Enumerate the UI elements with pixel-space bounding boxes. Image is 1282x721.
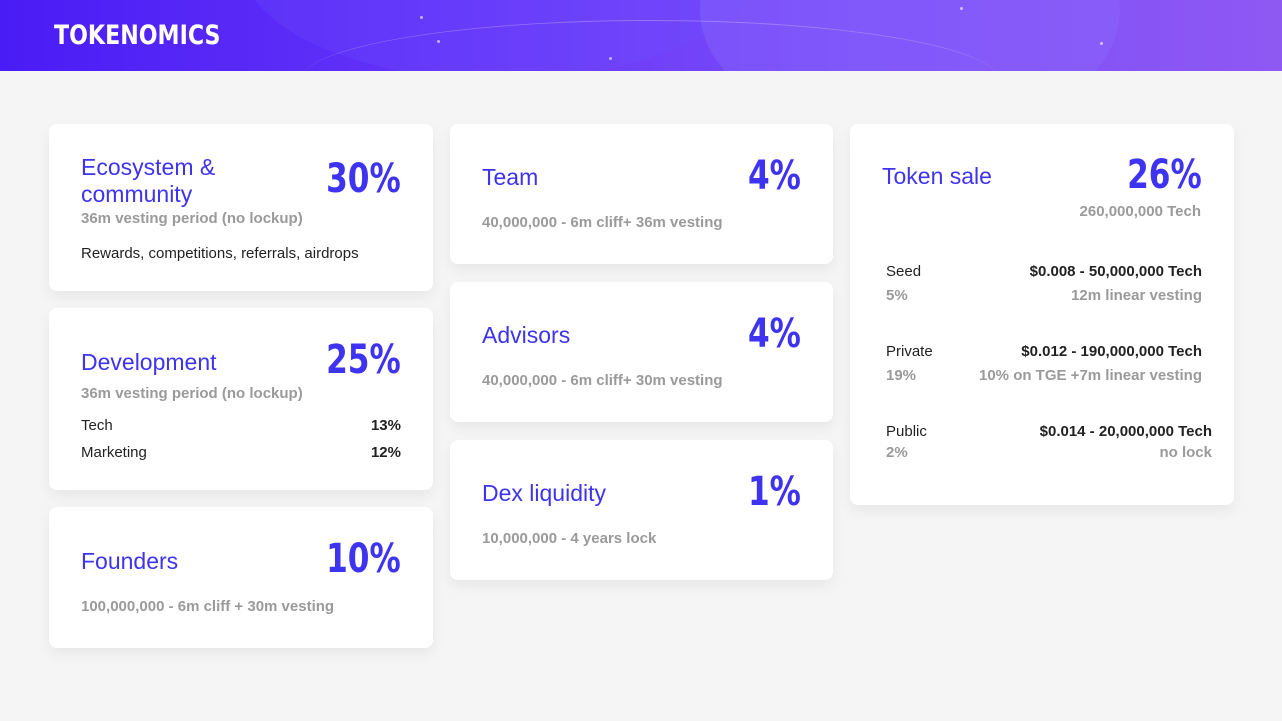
- card-development: Development 25% 36m vesting period (no l…: [49, 308, 433, 490]
- allocation-row: Marketing 12%: [81, 444, 401, 462]
- round-price: $0.014 - 20,000,000 Tech: [1039, 423, 1212, 440]
- round-detail: 12m linear vesting: [1071, 287, 1202, 304]
- card-advisors: Advisors 4% 40,000,000 - 6m cliff+ 30m v…: [450, 282, 833, 422]
- card-team: Team 4% 40,000,000 - 6m cliff+ 36m vesti…: [450, 124, 833, 264]
- banner-dot: [437, 40, 440, 43]
- card-title: Development: [81, 349, 217, 375]
- round-name: Private: [886, 343, 933, 360]
- card-percent: 26%: [1127, 152, 1202, 198]
- card-title: Dex liquidity: [482, 480, 606, 506]
- card-subtitle: 36m vesting period (no lockup): [81, 210, 303, 227]
- card-subtitle: 40,000,000 - 6m cliff+ 30m vesting: [482, 372, 723, 389]
- card-percent: 30%: [326, 156, 401, 202]
- round-percent: 2%: [886, 444, 908, 461]
- card-dex-liquidity: Dex liquidity 1% 10,000,000 - 4 years lo…: [450, 440, 833, 580]
- card-subtitle: 36m vesting period (no lockup): [81, 385, 303, 402]
- card-token-sale: Token sale 26% 260,000,000 Tech Seed $0.…: [850, 124, 1234, 505]
- page-title: TOKENOMICS: [54, 20, 221, 51]
- card-subtitle: 40,000,000 - 6m cliff+ 36m vesting: [482, 214, 723, 231]
- allocation-label: Tech: [81, 417, 113, 434]
- card-title: Ecosystem & community: [81, 154, 215, 208]
- banner-dot: [609, 57, 612, 60]
- sale-round-public: Public $0.014 - 20,000,000 Tech 2% no lo…: [886, 423, 1212, 467]
- banner-dot: [960, 7, 963, 10]
- allocation-label: Marketing: [81, 444, 147, 461]
- sale-round-seed: Seed $0.008 - 50,000,000 Tech 5% 12m lin…: [886, 263, 1202, 307]
- sale-round-private: Private $0.012 - 190,000,000 Tech 19% 10…: [886, 343, 1202, 387]
- card-ecosystem: Ecosystem & community 30% 36m vesting pe…: [49, 124, 433, 291]
- card-title: Team: [482, 164, 539, 190]
- card-subtitle: 100,000,000 - 6m cliff + 30m vesting: [81, 598, 335, 615]
- allocation-row: Tech 13%: [81, 417, 401, 435]
- banner-dot: [420, 16, 423, 19]
- card-percent: 25%: [326, 337, 401, 383]
- round-percent: 5%: [886, 287, 908, 304]
- banner-dot: [1100, 42, 1103, 45]
- round-detail: 10% on TGE +7m linear vesting: [979, 367, 1202, 384]
- round-name: Public: [886, 423, 927, 440]
- round-percent: 19%: [886, 367, 917, 384]
- allocation-value: 13%: [370, 417, 401, 434]
- card-percent: 4%: [748, 311, 801, 357]
- round-price: $0.012 - 190,000,000 Tech: [1021, 343, 1202, 360]
- card-percent: 1%: [748, 469, 801, 515]
- card-title-line: Ecosystem &: [81, 154, 216, 180]
- card-title: Founders: [81, 548, 179, 574]
- allocation-value: 12%: [370, 444, 401, 461]
- card-title: Advisors: [482, 322, 571, 348]
- card-subtitle: 10,000,000 - 4 years lock: [482, 530, 657, 547]
- card-note: Rewards, competitions, referrals, airdro…: [81, 245, 359, 262]
- card-founders: Founders 10% 100,000,000 - 6m cliff + 30…: [49, 507, 433, 648]
- round-price: $0.008 - 50,000,000 Tech: [1029, 263, 1202, 280]
- card-title: Token sale: [882, 163, 992, 189]
- card-title-line: community: [81, 181, 193, 207]
- banner-wave: [300, 20, 1000, 71]
- token-sale-total: 260,000,000 Tech: [1079, 203, 1201, 220]
- card-percent: 4%: [748, 153, 801, 199]
- header-banner: TOKENOMICS: [0, 0, 1282, 71]
- round-detail: no lock: [1159, 444, 1212, 461]
- card-percent: 10%: [326, 536, 401, 582]
- round-name: Seed: [886, 263, 922, 280]
